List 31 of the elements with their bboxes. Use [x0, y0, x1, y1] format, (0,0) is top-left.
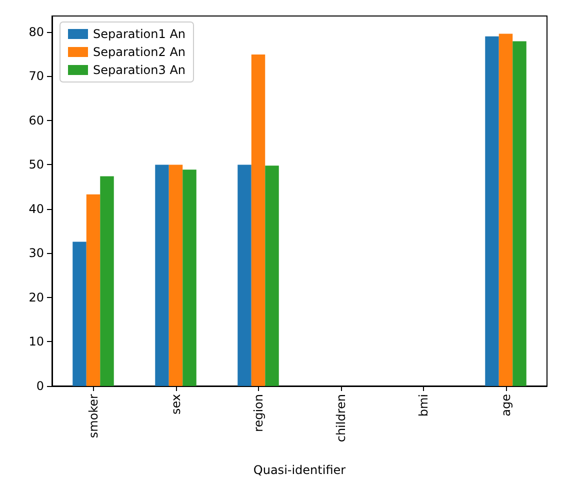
x-tick-label: bmi: [416, 394, 430, 417]
bar: [238, 164, 252, 386]
y-tick-label: 80: [28, 24, 44, 39]
bar: [155, 164, 169, 386]
x-tick-label: region: [251, 394, 266, 432]
x-tick-label: sex: [168, 394, 183, 415]
y-tick-label: 10: [28, 334, 44, 349]
bar: [251, 54, 266, 386]
bar: [72, 242, 86, 386]
x-tick-label: smoker: [86, 394, 100, 438]
y-tick-label: 20: [28, 290, 44, 304]
legend-label: Separation3 An: [93, 63, 186, 77]
legend-label: Separation2 An: [93, 45, 186, 59]
x-tick-label: age: [498, 394, 513, 416]
y-tick-label: 50: [28, 158, 44, 172]
bar: [86, 194, 100, 386]
bar: [265, 166, 279, 386]
bar: [168, 164, 183, 386]
y-tick-label: 30: [28, 246, 44, 260]
bar: [182, 170, 196, 386]
y-tick-label: 70: [28, 69, 44, 84]
bar: [100, 176, 114, 386]
x-axis-title: Quasi-identifier: [253, 463, 346, 477]
bar: [512, 41, 526, 386]
y-tick-label: 60: [28, 113, 44, 128]
y-tick-label: 40: [28, 202, 44, 216]
legend-label: Separation1 An: [93, 27, 186, 41]
x-tick-label: children: [334, 394, 348, 442]
y-tick-label: 0: [36, 379, 44, 393]
bar: [485, 36, 499, 386]
bar: [498, 34, 513, 386]
